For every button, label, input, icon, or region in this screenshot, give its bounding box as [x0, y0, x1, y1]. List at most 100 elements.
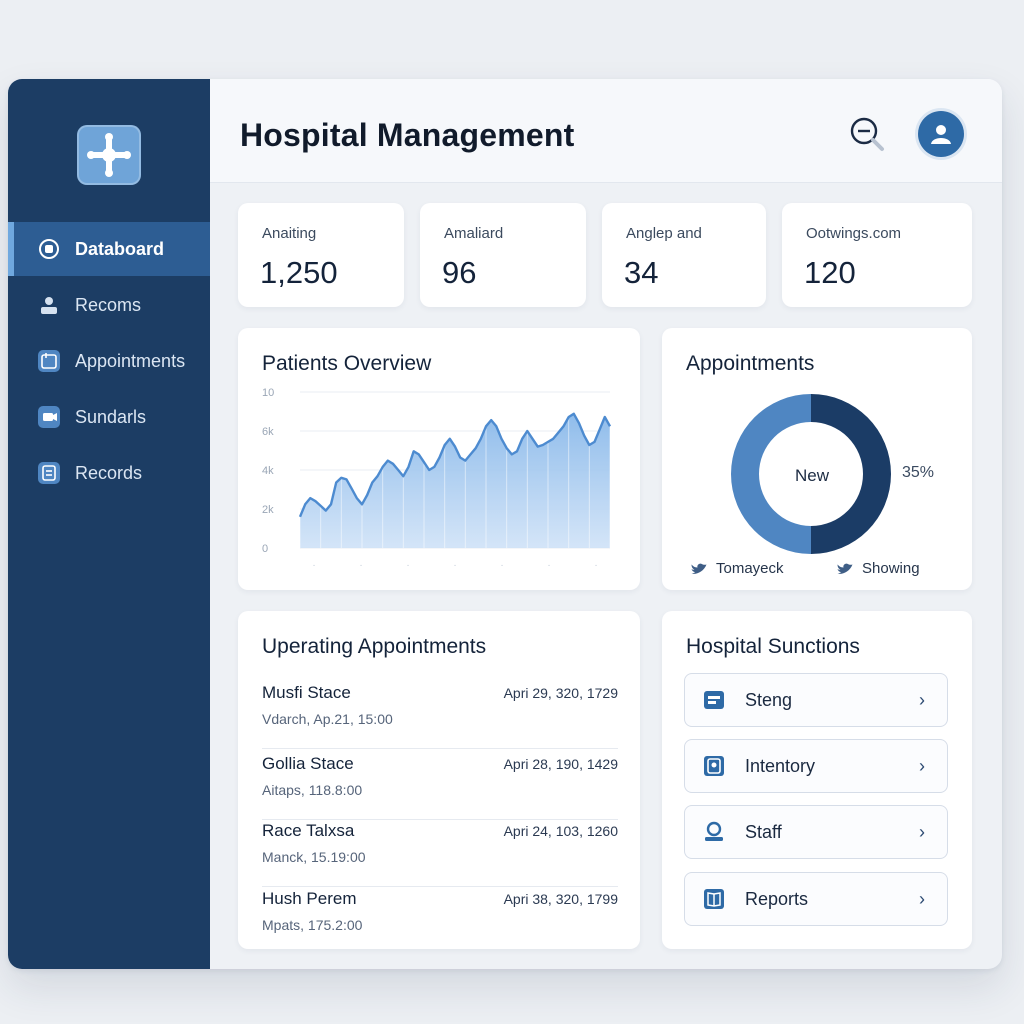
- function-staff-button[interactable]: Staff ›: [684, 805, 948, 859]
- zoom-out-icon: [850, 117, 884, 151]
- appointments-card: Appointments New 35% Tomayeck Showing: [662, 328, 972, 590]
- appointment-name: Gollia Stace: [262, 754, 354, 773]
- stat-card[interactable]: Anglep and 34: [602, 203, 766, 307]
- y-tick-label: 0: [262, 543, 268, 555]
- user-avatar-button[interactable]: [918, 111, 964, 157]
- sidebar-item-sundarls[interactable]: Sundarls: [8, 390, 210, 444]
- chevron-right-icon: ›: [919, 689, 925, 710]
- user-icon: [931, 125, 951, 144]
- appointment-date: Apri 28, 190, 1429: [503, 756, 618, 772]
- patients-chart: 0 2k 4k 6k 10 · · · · · · ·: [262, 387, 612, 571]
- donut-slice: [811, 394, 891, 554]
- appointment-date: Apri 38, 320, 1799: [503, 891, 618, 907]
- donut-center-label: New: [794, 466, 829, 485]
- sidebar-item-recoms[interactable]: Recoms: [8, 278, 210, 332]
- stat-value: 34: [624, 255, 659, 290]
- appointment-name: Musfi Stace: [262, 683, 351, 702]
- x-tick-label: ·: [594, 560, 597, 571]
- x-tick-label: ·: [453, 560, 456, 571]
- stat-label: Anaiting: [262, 225, 317, 242]
- stat-label: Ootwings.com: [806, 225, 902, 242]
- person-icon: [38, 294, 60, 316]
- stat-label: Amaliard: [444, 225, 504, 242]
- sidebar-nav: Databoard Recoms Appointments Sundarls: [8, 222, 210, 502]
- card-title: Uperating Appointments: [262, 635, 487, 658]
- x-tick-label: ·: [312, 560, 315, 571]
- chevron-right-icon: ›: [919, 755, 925, 776]
- sidebar-item-label: Appointments: [75, 350, 186, 371]
- zoom-out-button[interactable]: [848, 115, 894, 155]
- x-tick-label: ·: [547, 560, 550, 571]
- inventory-icon: [703, 755, 725, 777]
- x-tick-label: ·: [500, 560, 503, 571]
- stat-card[interactable]: Amaliard 96: [420, 203, 586, 307]
- dashboard-icon: [38, 238, 60, 260]
- y-tick-label: 2k: [262, 504, 274, 516]
- legend-label: Tomayeck: [716, 560, 784, 577]
- header: Hospital Management: [210, 79, 1002, 183]
- stat-card[interactable]: Anaiting 1,250: [238, 203, 404, 307]
- appointment-detail: Aitaps, 118.8:00: [262, 782, 363, 798]
- appointment-detail: Manck, 15.19:00: [262, 849, 366, 865]
- sidebar-item-records[interactable]: Records: [8, 446, 210, 500]
- sidebar-item-label: Recoms: [75, 294, 142, 315]
- stat-value: 1,250: [260, 255, 338, 290]
- donut-slice: [731, 394, 811, 554]
- y-tick-label: 4k: [262, 465, 274, 477]
- series-line: [298, 412, 612, 518]
- sidebar-item-dashboard[interactable]: Databoard: [8, 222, 210, 276]
- upcoming-appointments-card: Uperating Appointments Musfi Stace Vdarc…: [238, 611, 640, 949]
- appointment-row[interactable]: Hush Perem Mpats, 175.2:00 Apri 38, 320,…: [262, 889, 618, 955]
- x-tick-label: ·: [359, 560, 362, 571]
- stat-card[interactable]: Ootwings.com 120: [782, 203, 972, 307]
- records-icon: [38, 462, 60, 484]
- appointment-detail: Vdarch, Ap.21, 15:00: [262, 711, 393, 727]
- settings-icon: [703, 689, 725, 711]
- appointment-row[interactable]: Race Talxsa Manck, 15.19:00 Apri 24, 103…: [262, 821, 618, 887]
- chevron-right-icon: ›: [919, 888, 925, 909]
- bird-icon: [691, 563, 707, 574]
- video-icon: [38, 406, 60, 428]
- appointment-row[interactable]: Musfi Stace Vdarch, Ap.21, 15:00 Apri 29…: [262, 683, 618, 749]
- patients-overview-card: Patients Overview 0 2k 4k 6k 10 · · · · · · ·: [238, 328, 640, 590]
- sidebar-item-label: Sundarls: [75, 406, 147, 427]
- hospital-logo-icon[interactable]: [77, 125, 141, 185]
- appointment-detail: Mpats, 175.2:00: [262, 917, 363, 933]
- card-title: Patients Overview: [262, 352, 432, 375]
- function-label: Intentory: [745, 755, 816, 776]
- hospital-functions-card: Hospital Sunctions Steng › Intentory ›: [662, 611, 972, 949]
- appointment-row[interactable]: Gollia Stace Aitaps, 118.8:00 Apri 28, 1…: [262, 754, 618, 820]
- y-tick-label: 6k: [262, 426, 274, 438]
- chevron-right-icon: ›: [919, 821, 925, 842]
- series-area: [300, 413, 610, 548]
- legend-label: Showing: [862, 560, 920, 577]
- appointment-name: Hush Perem: [262, 889, 357, 908]
- appointment-date: Apri 24, 103, 1260: [503, 823, 618, 839]
- function-label: Staff: [745, 821, 782, 842]
- calendar-icon: [38, 350, 60, 372]
- card-title: Appointments: [686, 352, 815, 375]
- appointment-name: Race Talxsa: [262, 821, 355, 840]
- staff-icon: [703, 821, 725, 843]
- sidebar-item-appointments[interactable]: Appointments: [8, 334, 210, 388]
- stat-label: Anglep and: [626, 225, 702, 242]
- y-tick-label: 10: [262, 387, 274, 399]
- page-title: Hospital Management: [240, 117, 575, 153]
- app-window: Databoard Recoms Appointments Sundarls: [8, 79, 1002, 969]
- stat-value: 120: [804, 255, 856, 290]
- main-content: Hospital Management Anaiting 1,250 Am: [210, 79, 1002, 969]
- function-inventory-button[interactable]: Intentory ›: [684, 739, 948, 793]
- function-label: Reports: [745, 888, 809, 909]
- card-title: Hospital Sunctions: [686, 635, 860, 658]
- function-reports-button[interactable]: Reports ›: [684, 872, 948, 926]
- sidebar: Databoard Recoms Appointments Sundarls: [8, 79, 210, 969]
- stat-value: 96: [442, 255, 477, 290]
- donut-percent-label: 35%: [902, 464, 935, 481]
- appointments-donut: [731, 394, 891, 554]
- legend-item: Showing: [836, 560, 920, 577]
- function-label: Steng: [745, 689, 793, 710]
- bird-icon: [837, 563, 853, 574]
- sidebar-item-label: Databoard: [75, 238, 165, 259]
- function-settings-button[interactable]: Steng ›: [684, 673, 948, 727]
- legend-item: Tomayeck: [690, 560, 784, 577]
